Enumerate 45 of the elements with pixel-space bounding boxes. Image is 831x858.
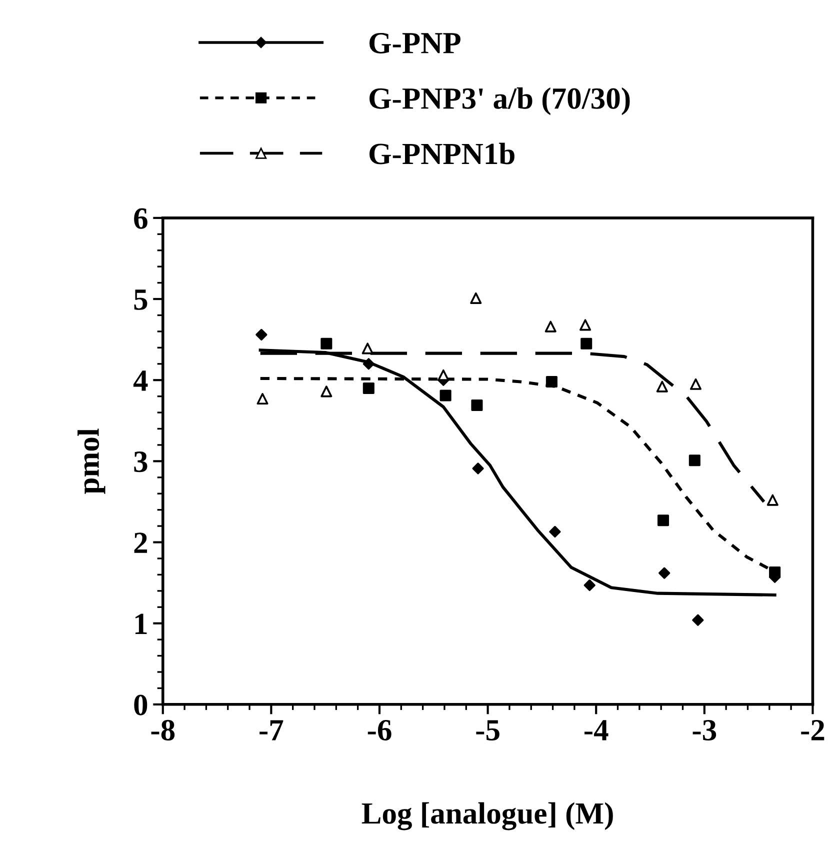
point (544, 320, 556, 332)
point (584, 579, 596, 592)
x-tick-label: -3 (692, 720, 716, 741)
point (658, 567, 670, 579)
point (692, 614, 704, 626)
x-tick-label: -2 (801, 720, 824, 740)
x-tick-label: -4 (584, 720, 608, 740)
point (320, 338, 332, 350)
legend-label: G-PNP (369, 32, 460, 54)
point (362, 342, 374, 354)
point (769, 566, 781, 578)
y-tick-label: 5 (134, 290, 148, 310)
legend-label: G-PNP3' a/b (70/30) (369, 87, 630, 116)
y-tick-label: 4 (133, 370, 148, 391)
y-tick-label: 2 (134, 532, 147, 553)
point (256, 328, 268, 341)
y-tick-label: 1 (135, 614, 147, 634)
point (256, 392, 268, 405)
x-tick-label: -5 (476, 720, 500, 741)
x-tick-label: -7 (260, 720, 284, 740)
y-tick-label: 3 (134, 452, 148, 472)
point (471, 399, 483, 411)
point (657, 514, 670, 526)
point (549, 526, 561, 538)
legend-label: G-PNPN1b (369, 142, 514, 164)
point (546, 376, 558, 388)
x-tick-label: -8 (151, 720, 175, 741)
x-axis-title: Log [analogue] (M) (362, 802, 613, 830)
point (690, 378, 702, 390)
point (470, 292, 482, 304)
point (766, 494, 778, 506)
point (688, 454, 700, 466)
y-tick-label: 6 (134, 208, 148, 229)
point (580, 338, 592, 350)
point (656, 380, 668, 392)
point (362, 358, 374, 370)
x-tick-label: -6 (368, 720, 392, 741)
point (440, 390, 452, 402)
point (320, 386, 332, 398)
point (362, 382, 374, 394)
y-axis-title: pmol (78, 428, 106, 494)
point (438, 369, 450, 381)
y-tick-label: 0 (134, 694, 148, 716)
point (472, 462, 484, 474)
point (580, 319, 592, 331)
